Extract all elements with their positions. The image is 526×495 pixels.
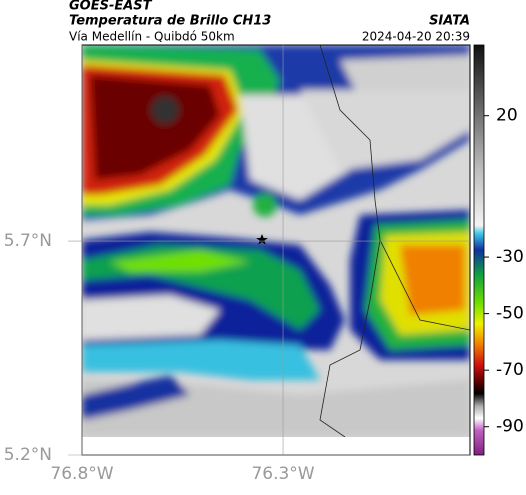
y-tick-label: 5.2°N xyxy=(4,445,52,465)
title: Temperatura de Brillo CH13 xyxy=(69,14,271,29)
source: SIATA xyxy=(429,14,470,29)
y-tick-label: 5.7°N xyxy=(4,231,52,251)
colorbar-tick-label: -30 xyxy=(496,247,524,267)
colorbar-tick-label: 20 xyxy=(496,106,518,126)
colorbar-tick-label: -70 xyxy=(496,360,524,380)
colorbar-tick-label: -90 xyxy=(496,417,524,437)
colorbar xyxy=(473,44,485,456)
timestamp: 2024-04-20 20:39 xyxy=(362,30,470,44)
x-tick-label: 76.8°W xyxy=(50,464,113,484)
x-tick-label: 76.3°W xyxy=(251,464,314,484)
location-marker xyxy=(256,234,268,245)
imagery xyxy=(82,45,470,437)
subtitle: Vía Medellín - Quibdó 50km xyxy=(69,30,235,44)
colorbar-tick-label: -50 xyxy=(496,304,524,324)
product: GOES-EAST xyxy=(69,0,153,14)
